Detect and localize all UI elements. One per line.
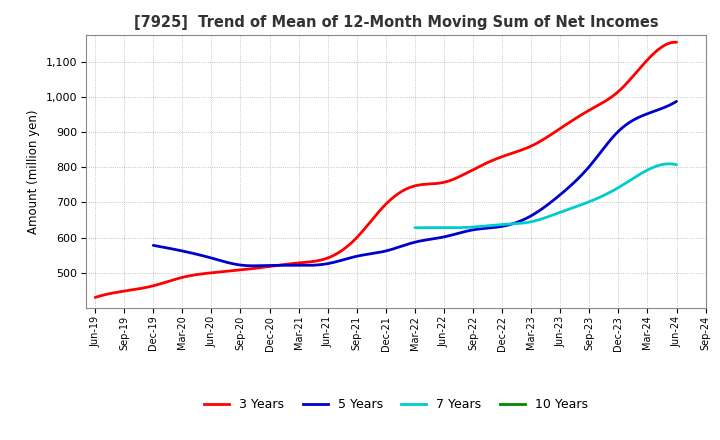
5 Years: [625, 120, 634, 125]
5 Years: [248, 263, 257, 268]
7 Years: [411, 225, 420, 231]
7 Years: [672, 162, 681, 167]
7 Years: [567, 206, 575, 211]
7 Years: [649, 165, 657, 170]
3 Years: [91, 295, 99, 300]
5 Years: [672, 99, 681, 104]
5 Years: [150, 243, 159, 248]
3 Years: [581, 110, 590, 115]
3 Years: [93, 294, 102, 300]
7 Years: [410, 225, 419, 231]
Y-axis label: Amount (million yen): Amount (million yen): [27, 110, 40, 234]
3 Years: [446, 178, 455, 183]
7 Years: [567, 205, 576, 211]
3 Years: [618, 85, 626, 91]
7 Years: [442, 225, 451, 231]
Title: [7925]  Trend of Mean of 12-Month Moving Sum of Net Incomes: [7925] Trend of Mean of 12-Month Moving …: [134, 15, 658, 30]
3 Years: [437, 180, 446, 186]
3 Years: [672, 40, 681, 45]
Line: 7 Years: 7 Years: [415, 164, 677, 228]
Legend: 3 Years, 5 Years, 7 Years, 10 Years: 3 Years, 5 Years, 7 Years, 10 Years: [199, 393, 593, 416]
3 Years: [435, 180, 444, 186]
7 Years: [572, 204, 580, 209]
5 Years: [149, 243, 158, 248]
5 Years: [471, 227, 480, 232]
Line: 5 Years: 5 Years: [153, 101, 677, 266]
5 Years: [462, 228, 471, 234]
3 Years: [670, 40, 679, 45]
Line: 3 Years: 3 Years: [95, 42, 677, 297]
5 Years: [592, 156, 600, 161]
7 Years: [632, 174, 641, 179]
7 Years: [665, 161, 674, 166]
5 Years: [461, 229, 469, 234]
